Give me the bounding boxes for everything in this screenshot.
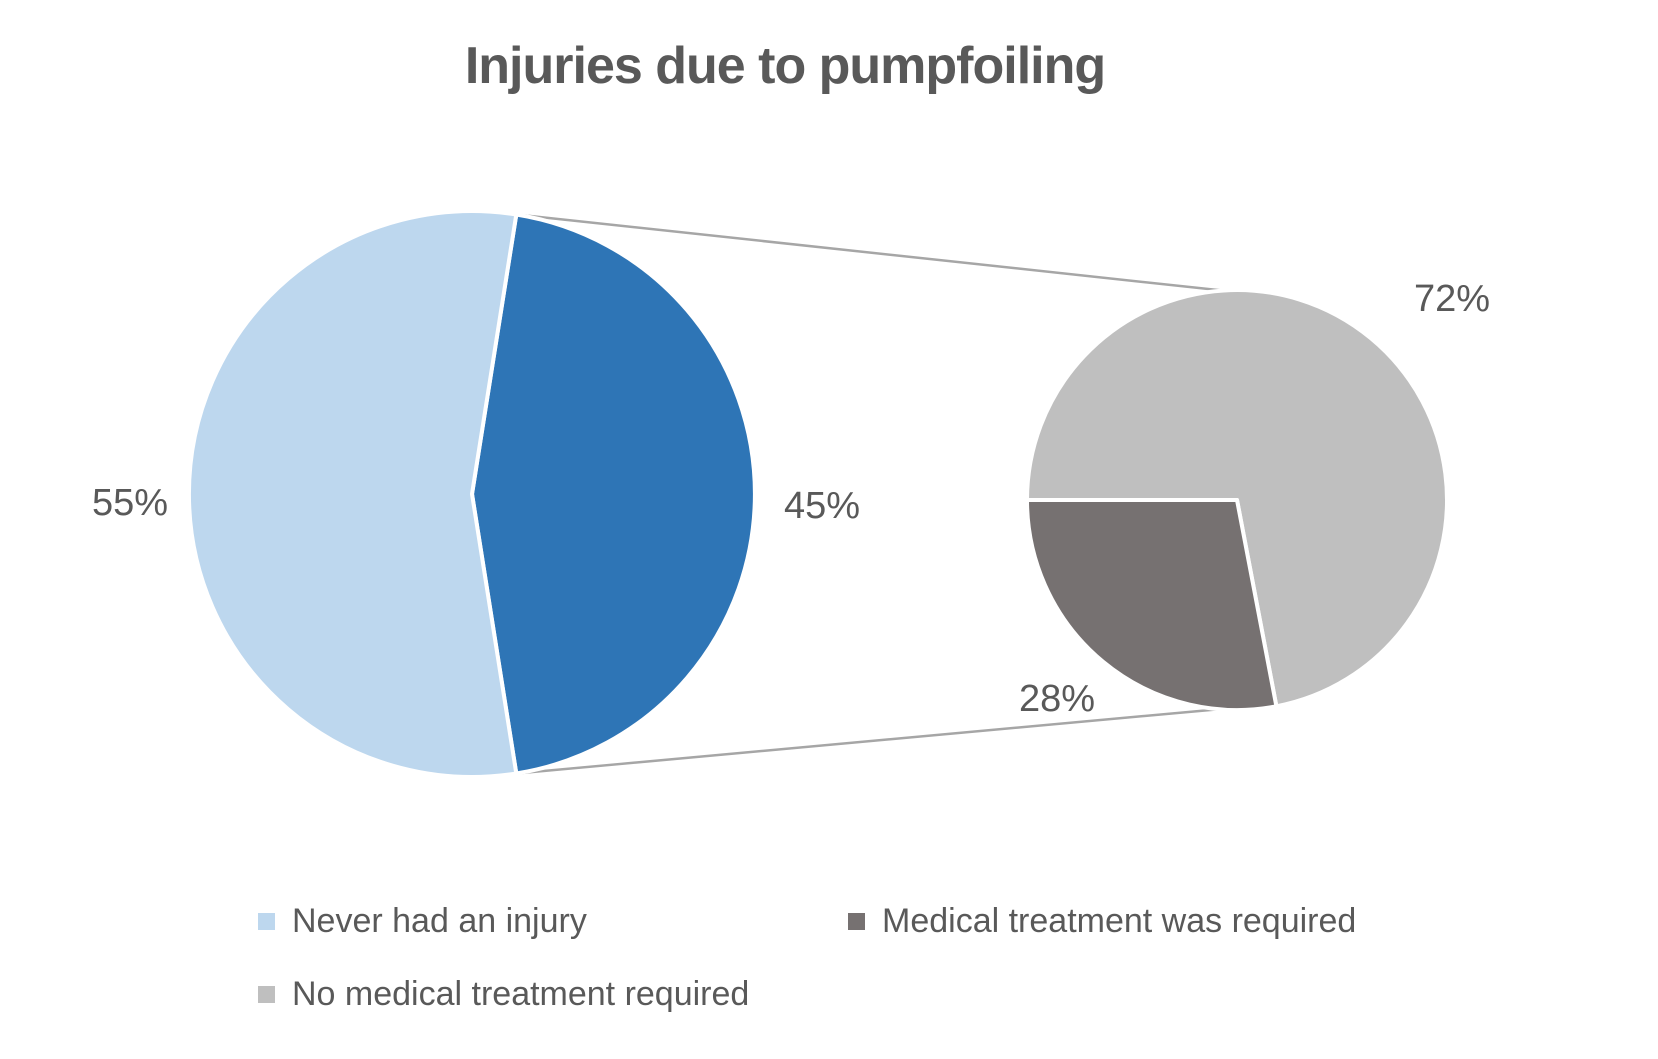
legend-item-label: Medical treatment was required [882, 901, 1357, 940]
connector-line-top [516, 213, 1223, 292]
data-label-main-slice-0: 55% [91, 482, 169, 524]
legend-item-label: Never had an injury [292, 901, 587, 940]
legend-item-label: No medical treatment required [292, 974, 750, 1013]
data-label-main-slice-1: 45% [783, 485, 861, 527]
legend-item: Never had an injury [258, 901, 587, 940]
legend-item: No medical treatment required [258, 974, 750, 1013]
data-label-secondary-slice-1: 28% [1018, 678, 1096, 720]
connector-line-bottom [516, 707, 1219, 775]
chart-title: Injuries due to pumpfoiling [464, 37, 1106, 95]
legend-marker-icon [258, 985, 275, 1003]
data-label-secondary-slice-0: 72% [1413, 278, 1491, 320]
main-pie-slice-other [470, 212, 757, 776]
legend-item: Medical treatment was required [848, 901, 1357, 940]
legend-marker-icon [848, 912, 865, 930]
legend-marker-icon [258, 912, 275, 930]
secondary-pie-slice-medical-treatment [1025, 498, 1279, 712]
main-pie-slice-never-had-injury [186, 209, 519, 779]
